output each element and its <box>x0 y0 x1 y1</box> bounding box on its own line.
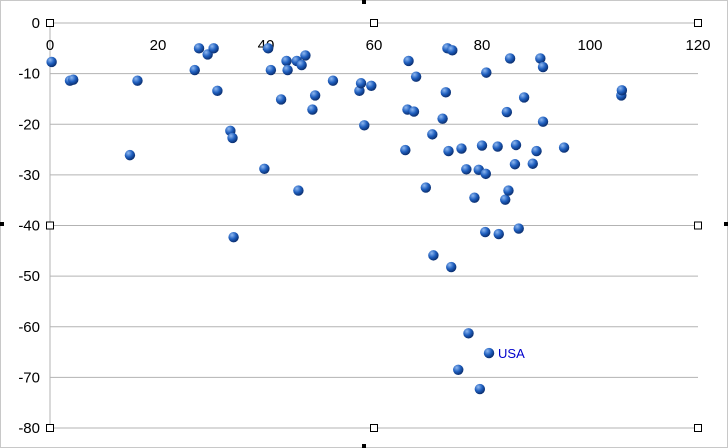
x-tick-label: 20 <box>150 37 167 54</box>
data-point <box>282 64 293 76</box>
data-point <box>447 45 458 56</box>
data-point <box>513 223 524 234</box>
x-tick-label: 120 <box>685 37 710 54</box>
frame-handle[interactable] <box>724 222 728 226</box>
data-point <box>437 113 448 124</box>
data-point <box>208 43 219 54</box>
data-point <box>408 106 420 117</box>
data-point <box>410 71 422 82</box>
data-point <box>509 159 521 170</box>
data-point <box>518 92 530 103</box>
resize-handle[interactable] <box>46 221 54 230</box>
data-point <box>132 75 143 86</box>
data-point <box>227 132 238 144</box>
data-point <box>480 226 491 238</box>
data-point <box>400 144 411 156</box>
data-point <box>355 78 367 89</box>
data-point <box>193 43 205 54</box>
annotation-layer: USA <box>498 346 525 361</box>
data-point <box>446 261 457 273</box>
resize-handle[interactable] <box>370 19 378 27</box>
data-point <box>46 56 57 68</box>
data-point <box>480 168 491 180</box>
data-point <box>469 192 480 203</box>
data-point <box>483 347 495 359</box>
data-point <box>537 61 549 73</box>
data-point <box>309 90 321 101</box>
resize-handle[interactable] <box>694 221 702 230</box>
data-point <box>481 67 492 78</box>
data-point <box>510 139 522 151</box>
y-tick-label: -10 <box>18 66 40 83</box>
data-point <box>228 231 239 243</box>
data-point <box>189 64 200 76</box>
y-tick-label: -40 <box>18 218 40 235</box>
data-point <box>296 59 307 71</box>
data-point <box>463 328 474 339</box>
resize-handle[interactable] <box>694 424 702 432</box>
data-point <box>212 85 223 97</box>
data-point <box>124 149 136 161</box>
data-point <box>500 194 511 205</box>
data-point <box>492 141 503 152</box>
data-point <box>440 87 452 98</box>
data-point <box>493 228 504 240</box>
data-point <box>535 53 546 64</box>
data-point <box>558 142 570 153</box>
point-label: USA <box>498 346 525 361</box>
data-point <box>456 143 467 154</box>
data-point <box>307 104 318 115</box>
x-tick-label: 60 <box>366 37 383 54</box>
x-tick-label: 80 <box>474 37 491 54</box>
resize-handle[interactable] <box>370 424 378 432</box>
frame-handle[interactable] <box>362 0 366 4</box>
data-point <box>359 120 370 131</box>
data-point <box>527 158 538 169</box>
data-point <box>504 53 516 64</box>
frame-handle[interactable] <box>362 444 366 448</box>
y-tick-label: -50 <box>18 268 40 285</box>
data-point <box>443 145 454 157</box>
data-point <box>265 64 277 76</box>
data-point <box>503 185 514 196</box>
data-point <box>262 43 274 54</box>
data-point <box>428 250 439 261</box>
data-point <box>476 140 488 151</box>
data-point <box>501 106 513 118</box>
data-point <box>281 55 292 67</box>
tick-label-layer: 0-10-20-30-40-50-60-70-80020406080100120 <box>18 15 710 437</box>
data-point <box>68 74 79 85</box>
y-tick-label: 0 <box>32 15 40 32</box>
data-point <box>453 364 464 375</box>
y-tick-label: -70 <box>18 369 40 386</box>
data-point <box>537 116 549 127</box>
resize-handle[interactable] <box>46 19 54 27</box>
x-tick-label: 0 <box>46 37 54 54</box>
y-tick-label: -60 <box>18 319 40 336</box>
data-point <box>275 94 287 105</box>
data-point <box>461 164 472 175</box>
data-point <box>427 129 438 140</box>
data-point <box>474 383 486 395</box>
data-point <box>420 182 432 193</box>
data-point <box>293 185 304 196</box>
resize-handle[interactable] <box>694 19 702 27</box>
data-point <box>327 75 339 86</box>
data-point <box>366 80 377 91</box>
x-tick-label: 100 <box>577 37 602 54</box>
data-point <box>403 55 414 67</box>
data-point <box>531 145 542 157</box>
y-tick-label: -20 <box>18 116 40 133</box>
y-tick-label: -80 <box>18 420 40 437</box>
resize-handle[interactable] <box>46 424 54 432</box>
data-point <box>259 163 270 174</box>
data-points-layer <box>46 43 628 395</box>
data-point <box>300 50 311 61</box>
data-point <box>616 85 628 96</box>
frame-handle[interactable] <box>0 222 4 226</box>
y-tick-label: -30 <box>18 167 40 184</box>
